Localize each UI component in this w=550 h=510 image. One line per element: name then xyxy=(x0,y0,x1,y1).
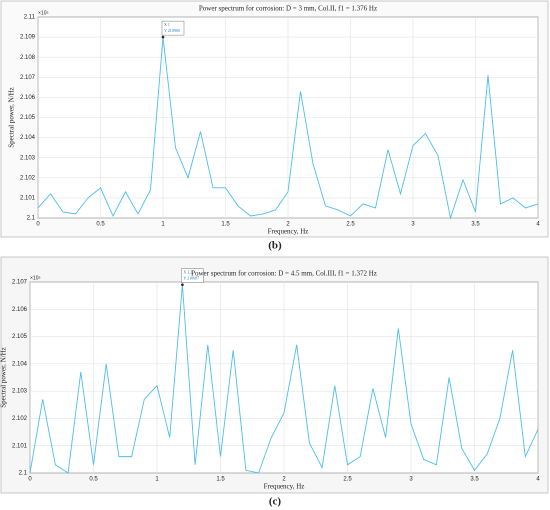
x-tick-label: 1.5 xyxy=(216,477,225,483)
y-exponent: ×10⁵ xyxy=(38,10,49,16)
x-tick-label: 2 xyxy=(282,477,286,483)
tip-point xyxy=(161,35,165,39)
tip-box xyxy=(181,268,204,283)
y-tick-label: 2.109 xyxy=(20,35,36,41)
tip-text: Y 210687 xyxy=(183,276,199,281)
y-tick-label: 2.1 xyxy=(19,471,28,477)
chart-title: Power spectrum for corrosion: D = 3 mm, … xyxy=(199,5,377,13)
y-axis-label: Spectral power, N/Hz xyxy=(8,87,16,148)
x-tick-label: 4 xyxy=(536,477,540,483)
x-tick-label: 0.5 xyxy=(96,222,105,228)
x-tick-label: 2.5 xyxy=(346,222,355,228)
y-tick-label: 2.105 xyxy=(20,115,36,121)
tip-box xyxy=(161,20,185,36)
y-tick-label: 2.102 xyxy=(20,175,36,181)
y-tick-label: 2.103 xyxy=(20,155,36,161)
spectrum-line xyxy=(37,37,539,220)
y-tick-label: 2.108 xyxy=(20,55,36,61)
y-tick-label: 2.103 xyxy=(12,389,28,395)
y-exponent: ×10⁵ xyxy=(30,275,41,281)
caption: (c) xyxy=(269,496,282,508)
x-tick-label: 1.5 xyxy=(221,222,230,228)
x-tick-label: 1 xyxy=(161,222,165,228)
x-tick-label: 0.5 xyxy=(89,477,98,483)
y-tick-label: 2.104 xyxy=(12,361,28,367)
x-tick-label: 3 xyxy=(411,222,415,228)
x-tick-label: 0 xyxy=(28,477,32,483)
x-tick-label: 4 xyxy=(536,222,540,228)
y-tick-label: 2.106 xyxy=(12,307,28,313)
tip-text: X 1.2 xyxy=(183,270,192,275)
x-tick-label: 3.5 xyxy=(471,222,480,228)
spectrum-line xyxy=(29,284,539,474)
x-tick-label: 3.5 xyxy=(470,477,479,483)
x-axis-label: Frequency, Hz xyxy=(264,483,305,491)
chart-title: Power spectrum for corrosion: D = 4.5 mm… xyxy=(191,270,377,278)
tip-text: X 1 xyxy=(164,22,170,27)
y-tick-label: 2.106 xyxy=(20,95,36,101)
x-tick-label: 2 xyxy=(286,222,290,228)
y-tick-label: 2.11 xyxy=(24,15,36,21)
y-tick-label: 2.107 xyxy=(20,75,36,81)
x-tick-label: 1 xyxy=(155,477,159,483)
y-tick-label: 2.102 xyxy=(12,416,28,422)
x-tick-label: 3 xyxy=(409,477,413,483)
y-tick-label: 2.101 xyxy=(12,443,28,449)
x-axis-label: Frequency, Hz xyxy=(268,228,309,236)
caption: (b) xyxy=(268,240,282,252)
y-tick-label: 2.104 xyxy=(20,135,36,141)
y-tick-label: 2.101 xyxy=(20,195,36,201)
y-tick-label: 2.1 xyxy=(27,216,36,222)
tip-text: Y 210900 xyxy=(164,28,180,33)
y-axis-label: Spectral power, N/Hz xyxy=(0,347,8,408)
tip-point xyxy=(181,283,184,287)
y-tick-label: 2.105 xyxy=(12,334,28,340)
y-tick-label: 2.107 xyxy=(12,280,28,286)
x-tick-label: 2.5 xyxy=(343,477,352,483)
x-tick-label: 0 xyxy=(36,222,40,228)
